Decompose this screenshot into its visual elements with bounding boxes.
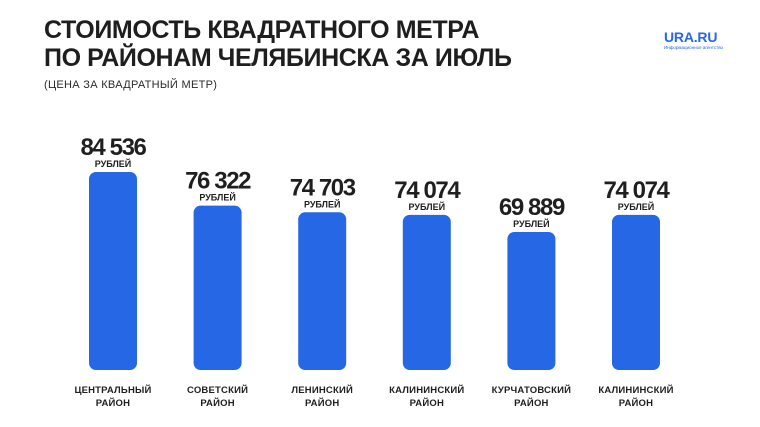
category-label: РАЙОН bbox=[200, 397, 234, 409]
category-label: РАЙОН bbox=[305, 397, 339, 409]
value-label: 84 536 bbox=[80, 134, 146, 161]
value-unit-label: РУБЛЕЙ bbox=[95, 158, 132, 169]
value-label: 74 074 bbox=[603, 177, 670, 204]
value-unit-label: РУБЛЕЙ bbox=[513, 218, 550, 229]
chart-subtitle: (ЦЕНА ЗА КВАДРАТНЫЙ МЕТР) bbox=[44, 79, 218, 91]
category-label: КАЛИНИНСКИЙ bbox=[389, 384, 464, 396]
category-label: СОВЕТСКИЙ bbox=[187, 384, 248, 396]
category-label: КАЛИНИНСКИЙ bbox=[598, 384, 673, 396]
bar bbox=[402, 214, 451, 370]
logo-tagline: Информационное агентство bbox=[664, 45, 724, 50]
bar bbox=[612, 214, 660, 370]
chart-title-line-2: ПО РАЙОНАМ ЧЕЛЯБИНСКА ЗА ИЮЛЬ bbox=[44, 44, 512, 72]
category-label: РАЙОН bbox=[619, 397, 653, 409]
value-unit-label: РУБЛЕЙ bbox=[199, 192, 236, 203]
category-label: ЦЕНТРАЛЬНЫЙ bbox=[74, 384, 151, 396]
category-label: КУРЧАТОВСКИЙ bbox=[492, 384, 572, 396]
bar bbox=[507, 232, 556, 370]
logo-wordmark: URA.RU bbox=[664, 29, 718, 45]
bar bbox=[298, 212, 347, 370]
category-label: ЛЕНИНСКИЙ bbox=[291, 384, 353, 396]
value-unit-label: РУБЛЕЙ bbox=[304, 198, 341, 209]
value-label: 69 889 bbox=[499, 194, 565, 221]
chart-title: СТОИМОСТЬ КВАДРАТНОГО МЕТРА ПО РАЙОНАМ Ч… bbox=[44, 16, 604, 72]
bar bbox=[89, 172, 137, 370]
value-unit-label: РУБЛЕЙ bbox=[618, 201, 655, 212]
value-label: 74 074 bbox=[394, 177, 461, 204]
value-label: 74 703 bbox=[290, 174, 356, 201]
value-unit-label: РУБЛЕЙ bbox=[409, 201, 446, 212]
ura-ru-logo: URA.RU Информационное агентство bbox=[664, 30, 734, 52]
bar bbox=[193, 205, 242, 370]
category-label: РАЙОН bbox=[410, 397, 444, 409]
category-label: РАЙОН bbox=[96, 397, 130, 409]
category-label: РАЙОН bbox=[514, 397, 548, 409]
value-label: 76 322 bbox=[185, 168, 251, 195]
chart-title-line-1: СТОИМОСТЬ КВАДРАТНОГО МЕТРА bbox=[44, 16, 480, 44]
